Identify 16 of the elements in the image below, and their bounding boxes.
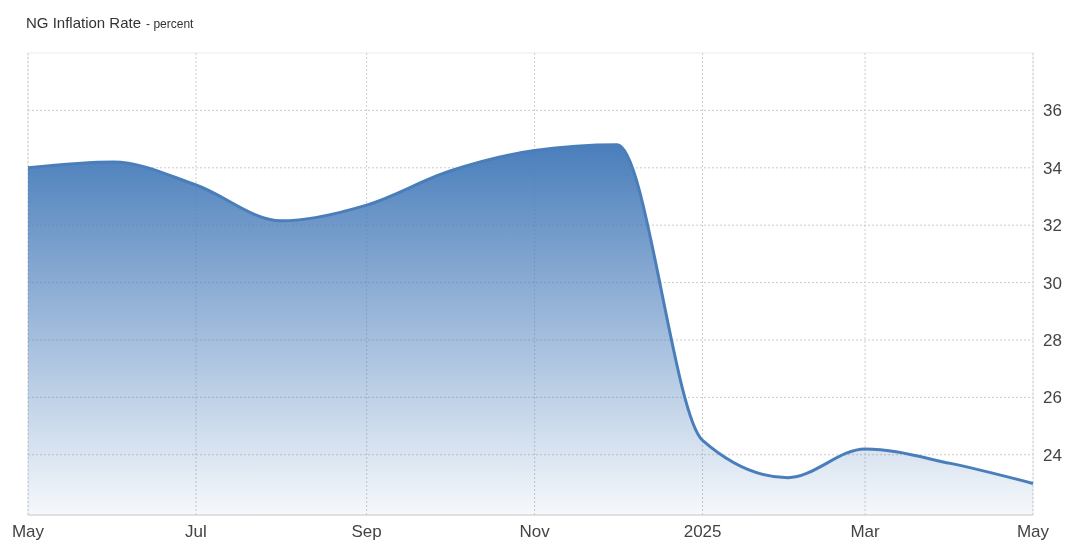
y-tick-label: 32 [1043, 216, 1062, 236]
y-tick-label: 26 [1043, 388, 1062, 408]
x-tick-label: 2025 [683, 522, 722, 541]
y-tick-label: 24 [1043, 445, 1062, 465]
x-tick-label: Mar [850, 522, 881, 541]
chart-subtitle: - percent [146, 17, 195, 31]
y-tick-label: 30 [1043, 273, 1062, 293]
x-tick-label: Sep [351, 522, 382, 541]
x-tick-label: May [1016, 522, 1050, 541]
x-tick-label: May [11, 522, 45, 541]
y-tick-label: 34 [1043, 158, 1062, 178]
chart-title: NG Inflation Rate [26, 14, 142, 31]
y-tick-label: 28 [1043, 330, 1062, 350]
x-tick-label: Nov [519, 522, 551, 541]
y-tick-label: 36 [1043, 101, 1062, 121]
x-tick-label: Jul [185, 522, 207, 541]
